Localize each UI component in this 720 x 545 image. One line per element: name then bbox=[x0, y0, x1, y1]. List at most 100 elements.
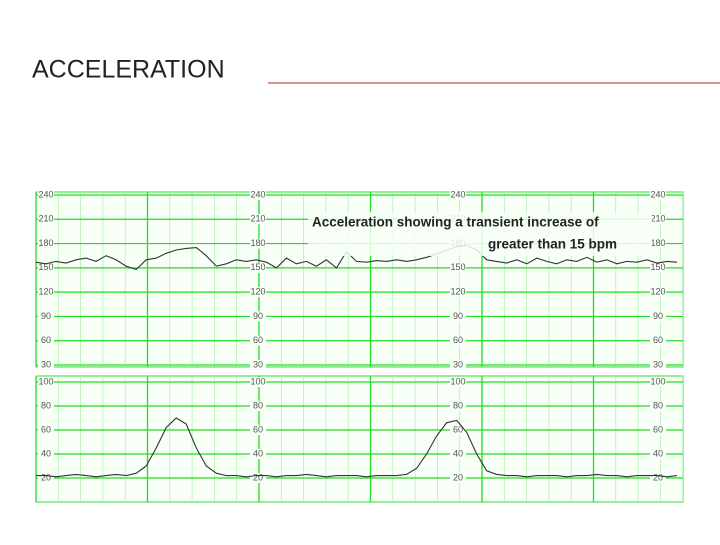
tick-label-bg bbox=[650, 449, 666, 459]
annotation: Acceleration showing a transient increas… bbox=[312, 215, 599, 230]
tick-label-bg bbox=[450, 335, 466, 346]
tick-label-bg bbox=[450, 190, 466, 200]
tick-label-bg bbox=[650, 311, 666, 322]
y-tick-label: 180 bbox=[38, 238, 53, 248]
y-tick-label: 180 bbox=[250, 238, 265, 248]
tick-label-bg bbox=[38, 287, 54, 298]
y-tick-label: 150 bbox=[38, 262, 53, 272]
tick-label-bg bbox=[250, 190, 266, 200]
y-tick-label: 80 bbox=[453, 400, 463, 410]
tick-label-bg bbox=[650, 287, 666, 298]
tick-label-bg bbox=[38, 214, 54, 225]
y-tick-label: 30 bbox=[653, 359, 663, 369]
y-tick-label: 100 bbox=[450, 376, 465, 386]
tick-label-bg bbox=[38, 190, 54, 200]
tick-label-bg bbox=[450, 311, 466, 322]
y-tick-label: 150 bbox=[450, 262, 465, 272]
y-tick-label: 30 bbox=[453, 359, 463, 369]
tick-label-bg bbox=[250, 473, 266, 483]
tick-label-bg bbox=[650, 190, 666, 200]
y-tick-label: 30 bbox=[41, 359, 51, 369]
y-tick-label: 60 bbox=[653, 335, 663, 345]
y-tick-label: 60 bbox=[253, 424, 263, 434]
tick-label-bg bbox=[38, 238, 54, 249]
panel-bg bbox=[35, 375, 684, 503]
tick-label-bg bbox=[650, 335, 666, 346]
tick-label-bg bbox=[250, 377, 266, 387]
y-tick-label: 90 bbox=[453, 311, 463, 321]
y-tick-label: 20 bbox=[653, 472, 663, 482]
y-tick-label: 30 bbox=[253, 359, 263, 369]
y-tick-label: 210 bbox=[250, 214, 265, 224]
tick-label-bg bbox=[450, 262, 466, 273]
tick-label-bg bbox=[250, 360, 266, 370]
tick-label-bg bbox=[250, 335, 266, 346]
y-tick-label: 120 bbox=[38, 287, 53, 297]
tick-label-bg bbox=[250, 238, 266, 249]
y-tick-label: 80 bbox=[253, 400, 263, 410]
y-tick-label: 60 bbox=[453, 335, 463, 345]
y-tick-label: 240 bbox=[450, 189, 465, 199]
y-tick-label: 40 bbox=[253, 448, 263, 458]
tick-label-bg bbox=[38, 335, 54, 346]
tick-label-bg bbox=[450, 401, 466, 411]
tick-label-bg bbox=[650, 401, 666, 411]
tick-label-bg bbox=[38, 360, 54, 370]
tick-label-bg bbox=[450, 449, 466, 459]
tick-label-bg bbox=[450, 287, 466, 298]
tick-label-bg bbox=[250, 425, 266, 435]
y-tick-label: 20 bbox=[41, 472, 51, 482]
annotation: greater than 15 bpm bbox=[488, 237, 617, 252]
tick-label-bg bbox=[38, 473, 54, 483]
y-tick-label: 90 bbox=[41, 311, 51, 321]
y-tick-label: 40 bbox=[453, 448, 463, 458]
tick-label-bg bbox=[38, 262, 54, 273]
y-tick-label: 180 bbox=[650, 238, 665, 248]
tick-label-bg bbox=[38, 425, 54, 435]
y-tick-label: 150 bbox=[650, 262, 665, 272]
tick-label-bg bbox=[650, 214, 666, 225]
y-tick-label: 90 bbox=[653, 311, 663, 321]
vertical-grid bbox=[35, 192, 684, 502]
tick-label-bg bbox=[250, 449, 266, 459]
y-tick-label: 150 bbox=[250, 262, 265, 272]
y-tick-label: 80 bbox=[653, 400, 663, 410]
y-tick-label: 60 bbox=[253, 335, 263, 345]
y-tick-label: 240 bbox=[38, 189, 53, 199]
tick-label-bg bbox=[250, 262, 266, 273]
y-tick-label: 100 bbox=[250, 376, 265, 386]
tick-label-bg bbox=[450, 360, 466, 370]
tick-label-bg bbox=[250, 401, 266, 411]
trace-line bbox=[35, 244, 678, 271]
y-tick-label: 120 bbox=[250, 287, 265, 297]
annotation-bg bbox=[308, 212, 652, 256]
y-tick-label: 80 bbox=[41, 400, 51, 410]
tick-label-bg bbox=[650, 425, 666, 435]
tick-label-bg bbox=[250, 311, 266, 322]
y-tick-label: 40 bbox=[41, 448, 51, 458]
tick-label-bg bbox=[250, 214, 266, 225]
y-tick-label: 20 bbox=[253, 472, 263, 482]
y-tick-label: 60 bbox=[653, 424, 663, 434]
tick-label-bg bbox=[38, 449, 54, 459]
tick-label-bg bbox=[650, 360, 666, 370]
y-tick-label: 90 bbox=[253, 311, 263, 321]
y-tick-label: 100 bbox=[650, 376, 665, 386]
y-tick-label: 60 bbox=[41, 424, 51, 434]
y-tick-label: 100 bbox=[38, 376, 53, 386]
y-tick-label: 210 bbox=[650, 214, 665, 224]
trace-line bbox=[36, 417, 678, 478]
y-tick-label: 60 bbox=[453, 424, 463, 434]
y-tick-label: 20 bbox=[453, 472, 463, 482]
y-tick-label: 240 bbox=[650, 189, 665, 199]
slide-title: ACCELERATION bbox=[32, 56, 225, 84]
y-tick-label: 120 bbox=[650, 287, 665, 297]
tick-label-bg bbox=[38, 377, 54, 387]
tick-label-bg bbox=[450, 473, 466, 483]
y-tick-label: 240 bbox=[250, 189, 265, 199]
tick-label-bg bbox=[450, 377, 466, 387]
tick-label-bg bbox=[650, 238, 666, 249]
tick-label-bg bbox=[650, 377, 666, 387]
